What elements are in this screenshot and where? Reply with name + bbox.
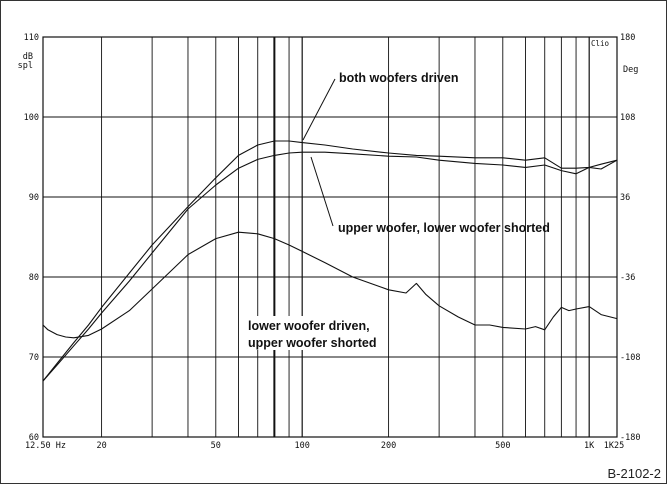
series-line-2 — [42, 151, 618, 382]
y2-unit: Deg — [623, 65, 638, 75]
x-tick-label: 20 — [96, 441, 106, 451]
x-tick-label: 50 — [211, 441, 221, 451]
grid — [43, 37, 617, 437]
series-line-3 — [42, 231, 618, 339]
y2-tick-label: -180 — [620, 433, 640, 443]
annotation-lower-woofer-background — [244, 316, 384, 350]
y-tick-label: 70 — [29, 353, 39, 363]
x-tick-label: 12.50 Hz — [25, 441, 66, 451]
annotation-lower-woofer-line2: upper woofer shorted — [248, 336, 376, 350]
annotation-lower-woofer-line1: lower woofer driven, — [248, 319, 370, 333]
figure-id: B-2102-2 — [607, 466, 661, 481]
y-tick-label: 100 — [24, 113, 39, 123]
x-tick-label: 100 — [295, 441, 310, 451]
brand-label: Clio — [591, 39, 610, 48]
y-tick-label: 80 — [29, 273, 39, 283]
annotation-leader-upper-woofer — [310, 156, 334, 227]
y2-tick-label: 36 — [620, 193, 630, 203]
y2-tick-label: -36 — [620, 273, 635, 283]
y2-tick-label: -108 — [620, 353, 640, 363]
series-group — [42, 140, 618, 382]
annotation-leader-both-woofers — [302, 78, 336, 141]
annotation-both-woofers: both woofers driven — [339, 71, 458, 85]
x-tick-label: 200 — [381, 441, 396, 451]
x-tick-label: 1K25 — [604, 441, 624, 451]
y-unit-bottom: spl — [18, 61, 33, 71]
x-tick-label: 500 — [495, 441, 510, 451]
y2-tick-label: 108 — [620, 113, 635, 123]
y-tick-label: 90 — [29, 193, 39, 203]
tick-labels: 12.50 Hz 20 50 100 200 500 1K 1K25 60 70 80 90 100 11… — [24, 33, 641, 451]
plot-frame — [42, 36, 618, 438]
y2-tick-label: 180 — [620, 33, 635, 43]
x-tick-label: 1K — [584, 441, 595, 451]
annotation-upper-woofer: upper woofer, lower woofer shorted — [338, 221, 550, 235]
series-line-1 — [42, 140, 618, 382]
y-tick-label: 60 — [29, 433, 39, 443]
y-tick-label: 110 — [24, 33, 39, 43]
y-unit-top: dB — [23, 52, 33, 62]
